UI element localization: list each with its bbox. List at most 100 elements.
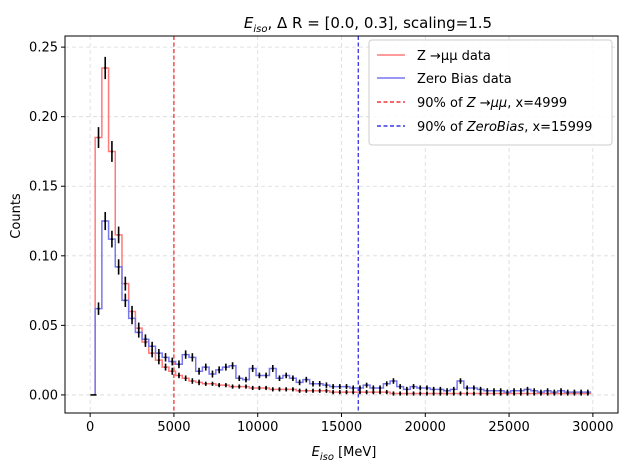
zerobias-point <box>298 381 301 384</box>
chart-title-subscript: iso <box>253 24 267 35</box>
zerobias-point <box>144 338 147 341</box>
zerobias-point <box>218 368 221 371</box>
zerobias-point <box>124 299 127 302</box>
zmumu-point <box>298 389 301 392</box>
zmumu-point <box>110 150 114 153</box>
zerobias-point <box>573 391 576 394</box>
zerobias-point <box>197 370 201 373</box>
zerobias-point <box>452 388 455 391</box>
zmumu-point <box>218 384 221 387</box>
zmumu-point <box>439 392 442 395</box>
zmumu-point <box>104 66 107 70</box>
zmumu-point <box>311 389 315 392</box>
zmumu-point <box>204 382 207 385</box>
zerobias-point <box>399 385 402 388</box>
zmumu-point <box>332 391 335 394</box>
zmumu-point <box>171 370 174 373</box>
zmumu-point <box>392 392 395 395</box>
zerobias-point <box>472 386 475 390</box>
zerobias-point <box>553 391 556 394</box>
zerobias-point <box>318 382 321 385</box>
zerobias-point <box>432 388 435 391</box>
zerobias-point <box>151 345 154 348</box>
legend-label-zmumu: Z →μμ data <box>417 49 491 64</box>
zerobias-point <box>559 389 563 392</box>
zerobias-point <box>338 385 341 388</box>
zmumu-point <box>244 385 248 388</box>
zmumu-point <box>197 381 201 384</box>
zerobias-point <box>445 389 449 392</box>
zerobias-point <box>184 353 187 356</box>
zerobias-point <box>378 386 382 390</box>
zerobias-point <box>164 356 167 359</box>
zerobias-point <box>191 356 194 359</box>
zmumu-point <box>452 392 455 395</box>
legend-label-zerobias-90: 90% of ZeroBias, x=15999 <box>417 120 592 135</box>
zmumu-point <box>419 392 422 395</box>
zmumu-point <box>358 391 362 394</box>
zmumu-point <box>251 386 254 390</box>
x-tick-label: 25000 <box>488 420 529 435</box>
zmumu-point <box>291 388 295 391</box>
zerobias-point <box>533 389 536 392</box>
y-tick-label: 0.10 <box>29 249 58 264</box>
zerobias-point <box>325 384 328 387</box>
y-tick-label: 0.20 <box>29 110 58 125</box>
zerobias-point <box>211 372 214 376</box>
zerobias-point <box>258 374 261 377</box>
histogram-steps <box>94 67 592 395</box>
zerobias-point <box>425 386 429 390</box>
zmumu-point <box>432 392 435 395</box>
zmumu-point <box>231 385 234 388</box>
x-tick-label: 0 <box>86 420 94 435</box>
y-axis-ticks: 0.00 0.05 0.10 0.15 0.20 0.25 <box>29 41 65 403</box>
zerobias-point <box>204 365 207 369</box>
zerobias-point <box>539 391 543 394</box>
zerobias-point <box>97 307 100 310</box>
zmumu-point <box>124 282 127 285</box>
zmumu-point <box>365 391 368 394</box>
zerobias-point <box>372 386 375 390</box>
zerobias-point <box>332 385 335 388</box>
zerobias-point <box>566 391 569 394</box>
zerobias-point <box>479 388 482 391</box>
zmumu-point <box>211 382 214 385</box>
zerobias-point <box>244 378 248 381</box>
zmumu-point <box>238 385 241 388</box>
zerobias-point <box>506 391 509 394</box>
zerobias-point <box>365 384 368 387</box>
zerobias-point <box>486 389 489 392</box>
zerobias-point <box>271 367 274 370</box>
zerobias-point <box>345 385 348 388</box>
zerobias-point <box>392 379 395 383</box>
zmumu-point <box>224 384 227 387</box>
zmumu-point <box>425 392 429 395</box>
zerobias-point <box>117 265 120 269</box>
zerobias-point <box>466 386 469 390</box>
zerobias-point <box>499 389 502 392</box>
zerobias-point <box>358 386 362 390</box>
zerobias-point <box>311 382 315 385</box>
zerobias-point <box>459 379 462 383</box>
zerobias-point <box>238 377 241 380</box>
y-tick-label: 0.00 <box>29 388 58 403</box>
zerobias-point <box>385 382 388 385</box>
zerobias-point <box>546 389 549 392</box>
zmumu-point <box>258 386 261 390</box>
zerobias-point <box>526 388 529 391</box>
zmumu-point <box>459 392 462 395</box>
zerobias-histogram <box>94 220 592 395</box>
zmumu-point <box>372 391 375 394</box>
grid <box>65 36 618 413</box>
x-tick-label: 20000 <box>405 420 446 435</box>
zmumu-point <box>345 391 348 394</box>
zerobias-point <box>412 385 415 388</box>
x-tick-label: 15000 <box>321 420 362 435</box>
zerobias-point <box>104 219 107 223</box>
zerobias-point <box>352 386 355 390</box>
zmumu-point <box>325 389 328 392</box>
zmumu-point <box>130 310 134 313</box>
x-axis-title: Eiso [MeV] <box>312 445 377 463</box>
zerobias-point <box>137 331 140 334</box>
